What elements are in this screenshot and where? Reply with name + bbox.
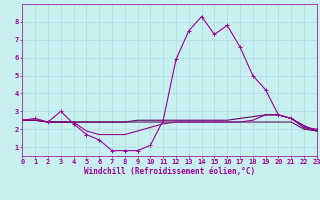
X-axis label: Windchill (Refroidissement éolien,°C): Windchill (Refroidissement éolien,°C) (84, 167, 255, 176)
